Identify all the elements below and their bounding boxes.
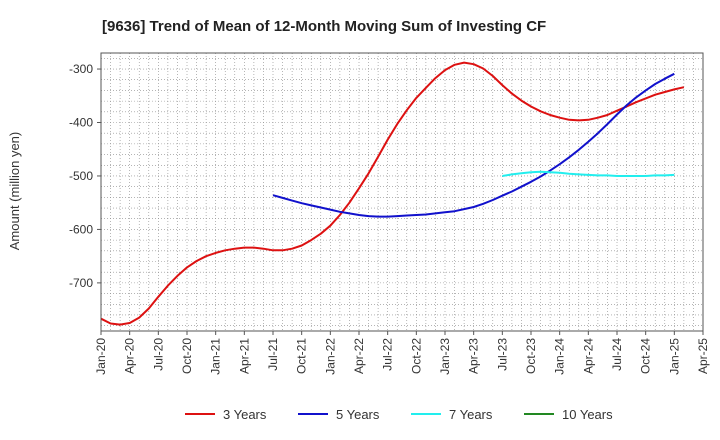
legend-label: 10 Years: [562, 407, 613, 422]
y-tick-label: -400: [69, 116, 93, 130]
series-line-5-years: [272, 72, 675, 218]
x-tick-label: Jan-24: [553, 338, 567, 375]
x-tick-label: Apr-21: [237, 338, 251, 374]
y-tick-label: -700: [69, 276, 93, 290]
x-tick-label: Jul-20: [151, 338, 165, 371]
x-tick-label: Jul-24: [610, 338, 624, 371]
series-line-7-years: [502, 170, 675, 177]
y-axis-ticks: -300 -400 -500 -600 -700: [69, 62, 101, 290]
x-axis-ticks: Jan-20 Apr-20 Jul-20 Oct-20 Jan-21 Apr-21 Jul-…: [94, 331, 710, 375]
x-tick-label: Oct-24: [639, 338, 653, 374]
x-tick-label: Apr-24: [581, 338, 595, 374]
x-tick-label: Jan-25: [667, 338, 681, 375]
grid-lines: [100, 53, 704, 331]
legend-label: 7 Years: [449, 407, 493, 422]
x-tick-label: Jul-23: [495, 338, 509, 371]
x-tick-label: Oct-22: [409, 338, 423, 374]
legend: 3 Years 5 Years 7 Years 10 Years: [185, 407, 613, 422]
series-line-3-years: [100, 61, 685, 326]
x-tick-label: Jul-22: [381, 338, 395, 371]
x-tick-label: Jan-20: [94, 338, 108, 375]
legend-label: 5 Years: [336, 407, 380, 422]
y-axis-label: Amount (million yen): [7, 132, 22, 251]
x-tick-label: Apr-25: [696, 338, 710, 374]
x-tick-label: Jan-23: [438, 338, 452, 375]
chart-title: [9636] Trend of Mean of 12-Month Moving …: [102, 18, 546, 35]
plot-area: [100, 52, 704, 332]
x-tick-label: Apr-22: [352, 338, 366, 374]
x-tick-label: Jul-21: [266, 338, 280, 371]
x-tick-label: Oct-21: [295, 338, 309, 374]
y-tick-label: -600: [69, 222, 93, 236]
x-tick-label: Apr-23: [467, 338, 481, 374]
legend-label: 3 Years: [223, 407, 267, 422]
x-tick-label: Jan-21: [209, 338, 223, 375]
x-tick-label: Apr-20: [123, 338, 137, 374]
x-tick-label: Oct-20: [180, 338, 194, 374]
y-tick-label: -500: [69, 169, 93, 183]
x-tick-label: Jan-22: [323, 338, 337, 375]
series-lines: [100, 61, 685, 326]
y-tick-label: -300: [69, 62, 93, 76]
x-tick-label: Oct-23: [524, 338, 538, 374]
